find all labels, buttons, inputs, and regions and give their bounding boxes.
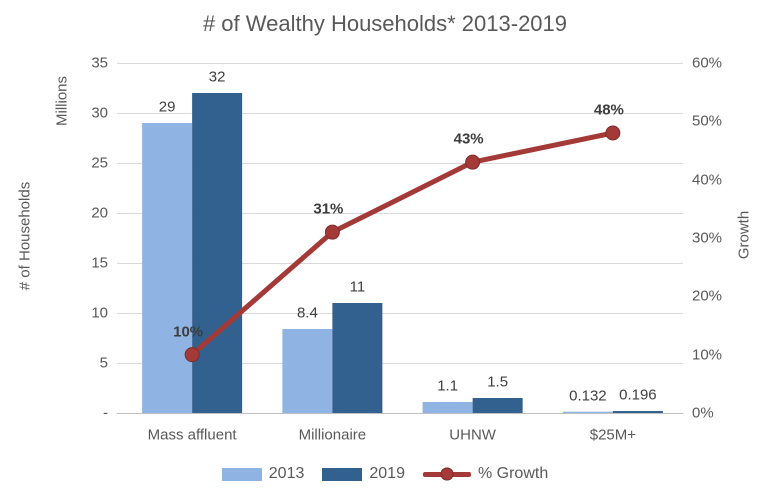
legend-label-2019: 2019 <box>369 465 405 482</box>
right-axis-title: Growth <box>735 210 753 260</box>
chart-title: # of Wealthy Households* 2013-2019 <box>202 11 568 36</box>
growth-marker-Mass affluent <box>184 347 200 363</box>
legend-item-growth: % Growth <box>422 465 549 483</box>
bar-2013-UHNW <box>422 402 473 413</box>
legend-line-swatch <box>422 467 471 481</box>
legend-line-dot <box>440 467 454 481</box>
growth-line <box>189 130 616 358</box>
legend: 2013 2019 % Growth <box>0 465 770 483</box>
growth-marker-UHNW <box>465 154 481 170</box>
legend-swatch-2019 <box>322 467 363 481</box>
growth-marker-Millionaire <box>324 224 340 240</box>
growth-marker-$25M+ <box>605 125 621 141</box>
bar-2019-Mass affluent <box>192 93 243 413</box>
left-axis-units-label: Millions <box>53 75 71 127</box>
legend-item-2013: 2013 <box>221 465 305 483</box>
bar-2013-Mass affluent <box>142 123 193 413</box>
legend-swatch-2013 <box>221 467 262 481</box>
bar-2019-$25M+ <box>612 411 663 413</box>
bar-2019-UHNW <box>472 398 523 413</box>
legend-item-2019: 2019 <box>322 465 405 483</box>
bar-2013-$25M+ <box>562 411 613 413</box>
legend-label-growth: % Growth <box>477 465 549 482</box>
legend-label-2013: 2013 <box>268 465 305 482</box>
bar-2013-Millionaire <box>282 329 333 413</box>
bar-2019-Millionaire <box>332 303 383 413</box>
left-axis-title: # of Households <box>16 181 34 291</box>
